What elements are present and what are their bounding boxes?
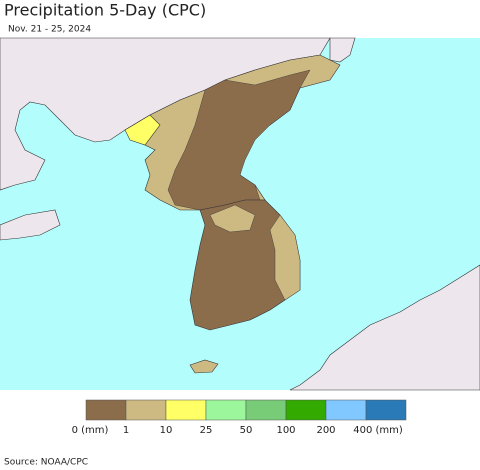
legend-swatch xyxy=(245,399,287,421)
source: Source: NOAA/CPC xyxy=(4,458,88,468)
legend-swatch xyxy=(285,399,327,421)
legend-label: 10 xyxy=(160,425,173,436)
legend-label: 200 xyxy=(316,425,335,436)
subtitle: Nov. 21 - 25, 2024 xyxy=(8,25,91,35)
legend-swatch xyxy=(125,399,167,421)
legend-swatch xyxy=(325,399,367,421)
region-brown-north xyxy=(167,69,311,211)
legend-swatch xyxy=(165,399,207,421)
legend-label: 1 xyxy=(123,425,129,436)
region-yellow xyxy=(124,114,161,146)
title: Precipitation 5-Day (CPC) xyxy=(4,1,206,20)
legend-label: 50 xyxy=(240,425,253,436)
legend-swatch xyxy=(205,399,247,421)
legend: 0 (mm) 1 10 25 50 100 200 400 (mm) xyxy=(72,399,407,436)
legend-swatch xyxy=(365,399,407,421)
region-tan-east xyxy=(269,214,301,301)
legend-label: 100 xyxy=(276,425,295,436)
legend-swatch xyxy=(85,399,127,421)
land-japan xyxy=(289,264,480,391)
map xyxy=(0,37,480,391)
land-jeju xyxy=(189,359,219,374)
region-tan-center xyxy=(209,204,256,233)
legend-label: 400 (mm) xyxy=(353,425,403,436)
legend-label: 25 xyxy=(200,425,213,436)
land-russia xyxy=(329,37,356,63)
legend-label: 0 (mm) xyxy=(72,425,109,436)
land-shandong xyxy=(0,209,61,241)
